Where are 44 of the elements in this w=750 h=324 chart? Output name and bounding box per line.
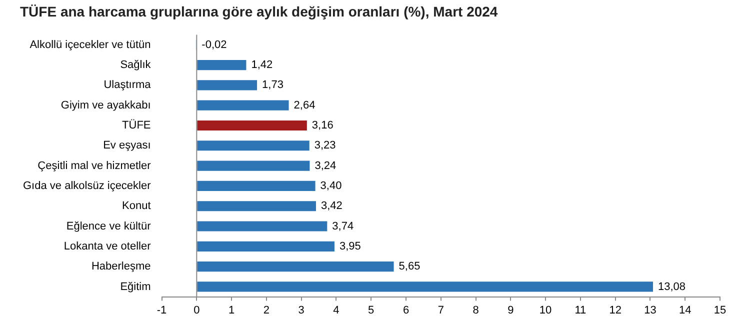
- y-tick-label: Lokanta ve oteller: [64, 240, 152, 252]
- data-label: 3,42: [320, 200, 342, 212]
- y-tick-label: Alkollü içecekler ve tütün: [30, 38, 151, 51]
- data-label: 3,23: [314, 140, 336, 152]
- x-tick-label: 7: [438, 304, 444, 316]
- chart-title: TÜFE ana harcama gruplarına göre aylık değişim oranları (%), Mart 2024: [20, 3, 498, 20]
- x-tick-label: 5: [368, 304, 374, 316]
- y-tick-label: Eğlence ve kültür: [66, 220, 152, 232]
- y-tick-label: TÜFE: [122, 118, 151, 132]
- y-tick-label: Ulaştırma: [104, 79, 152, 92]
- y-tick-label: Çeşitli mal ve hizmetler: [38, 160, 152, 172]
- data-label: 1,73: [262, 79, 284, 92]
- x-tick-label: 15: [714, 304, 726, 316]
- x-tick-label: 8: [472, 304, 479, 316]
- x-tick-label: 12: [609, 304, 622, 316]
- x-tick-label: -1: [156, 304, 167, 316]
- data-label: 3,74: [332, 220, 354, 232]
- y-tick-label: Konut: [122, 200, 151, 212]
- x-tick-label: 13: [644, 304, 656, 316]
- y-tick-label: Giyim ve ayakkabı: [60, 99, 151, 112]
- x-tick-label: 6: [402, 304, 410, 316]
- data-label: 1,42: [251, 59, 273, 72]
- data-label: 2,64: [294, 99, 316, 112]
- x-tick-label: 10: [539, 304, 552, 316]
- data-label: -0,02: [202, 38, 227, 51]
- x-tick-label: 2: [263, 304, 270, 316]
- data-label: 3,24: [314, 160, 336, 172]
- x-tick-label: 11: [574, 304, 586, 316]
- x-tick-label: 4: [333, 304, 340, 316]
- data-label: 13,08: [658, 280, 686, 293]
- x-tick-label: 1: [228, 304, 235, 316]
- x-tick-label: 14: [678, 304, 692, 316]
- x-tick-label: 0: [194, 304, 200, 316]
- data-label: 3,95: [339, 240, 361, 252]
- y-tick-label: Gıda ve alkolsüz içecekler: [22, 180, 152, 192]
- y-tick-label: Ev eşyası: [103, 140, 151, 152]
- x-tick-label: 9: [508, 304, 514, 316]
- x-tick-label: 3: [298, 304, 304, 316]
- data-label: 5,65: [398, 260, 420, 273]
- y-tick-label: Haberleşme: [91, 260, 151, 273]
- data-label: 3,40: [320, 180, 342, 192]
- data-label: 3,16: [312, 120, 334, 132]
- y-tick-label: Eğitim: [120, 280, 151, 293]
- y-tick-label: Sağlık: [120, 59, 152, 72]
